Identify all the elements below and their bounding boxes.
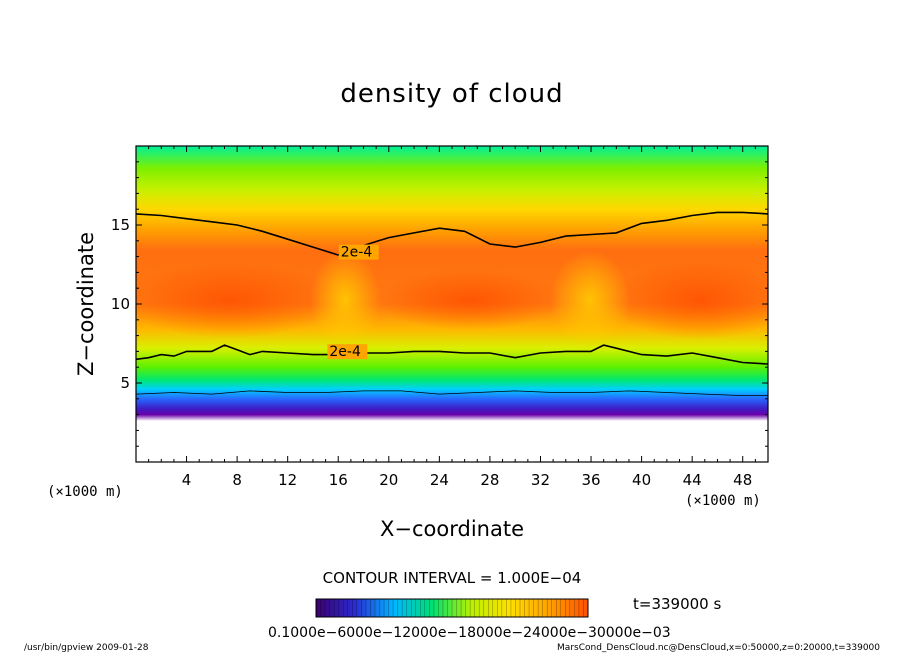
colorbar-labels: 0.1000e−6000e−12000e−18000e−24000e−30000…: [268, 625, 671, 641]
contour-label-bg: [338, 244, 379, 260]
x-tick-label: 44: [683, 471, 702, 489]
y-tick-label: 10: [111, 295, 130, 313]
x-unit-left: (×1000 m): [47, 484, 123, 500]
x-unit-right: (×1000 m): [685, 493, 761, 509]
y-axis-ticks: 5 10 15: [111, 161, 768, 447]
y-tick-label: 15: [111, 216, 130, 234]
heatmap-yellow-gap-right: [550, 250, 630, 350]
x-axis-ticks: 4 8 12 16 20 24 28 32 36 40 44 48: [148, 146, 756, 489]
contour-line: [136, 390, 768, 396]
footer-right: MarsCond_DensCloud.nc@DensCloud,x=0:5000…: [557, 643, 880, 653]
contour-label-bg: [327, 344, 368, 360]
chart-title: density of cloud: [340, 79, 563, 109]
colorbar-ticks: [320, 599, 584, 617]
colorbar: [315, 598, 589, 618]
contour-label: 2e-4: [329, 344, 361, 360]
x-tick-label: 24: [430, 471, 449, 489]
heatmap-yellow-gap-center: [310, 250, 380, 350]
x-tick-label: 40: [632, 471, 651, 489]
x-tick-label: 16: [329, 471, 348, 489]
x-tick-label: 48: [733, 471, 752, 489]
contour-label: 2e-4: [341, 245, 373, 261]
heatmap-hot-region-mid: [375, 270, 565, 330]
x-tick-label: 36: [581, 471, 600, 489]
y-axis-label: Z−coordinate: [74, 232, 98, 376]
y-tick-label: 5: [120, 374, 130, 392]
contour-line: [136, 344, 768, 365]
x-tick-label: 12: [278, 471, 297, 489]
contour-line: [136, 211, 768, 256]
contour-interval-text: CONTOUR INTERVAL = 1.000E−04: [323, 569, 582, 587]
x-axis-label: X−coordinate: [380, 517, 524, 541]
x-tick-label: 8: [232, 471, 242, 489]
contours: 2e-4 2e-4: [136, 211, 768, 396]
x-tick-label: 32: [531, 471, 550, 489]
heatmap-hot-region-left: [136, 262, 340, 338]
x-tick-label: 28: [480, 471, 499, 489]
x-tick-label: 4: [182, 471, 192, 489]
x-tick-label: 20: [379, 471, 398, 489]
time-label: t=339000 s: [633, 595, 721, 613]
heatmap-field: 2e-4 2e-4: [136, 146, 768, 462]
footer-left: /usr/bin/gpview 2009-01-28: [24, 643, 149, 653]
heatmap-hot-region-right: [610, 260, 768, 340]
